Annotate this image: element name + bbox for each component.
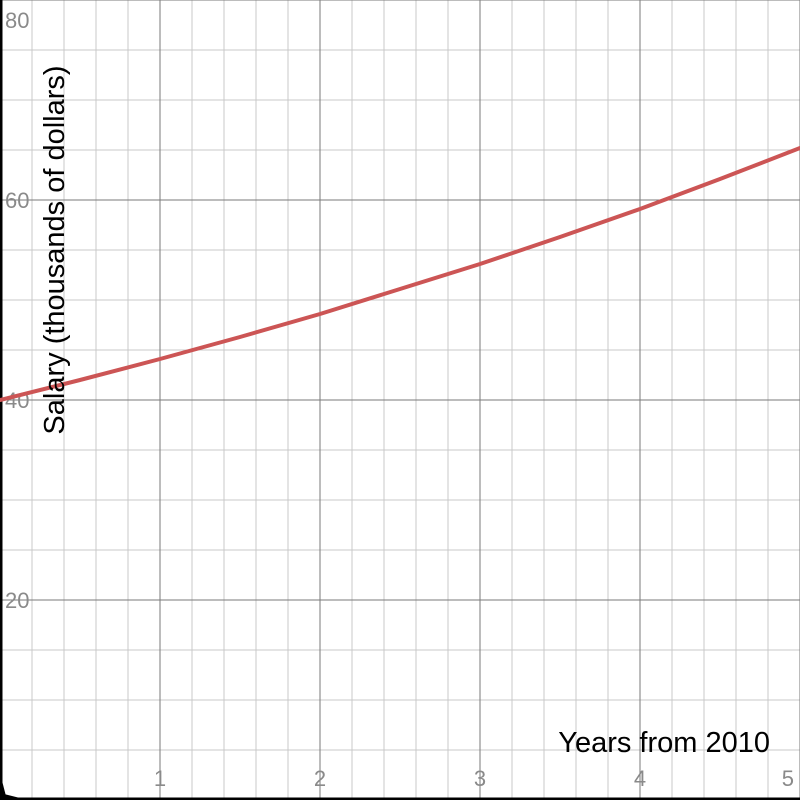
y-tick-label: 80: [5, 8, 29, 33]
x-tick-label: 3: [474, 766, 486, 791]
y-tick-label: 60: [5, 188, 29, 213]
data-series: [0, 146, 800, 402]
y-axis-arrow-icon: [0, 773, 7, 800]
x-tick-label: 1: [154, 766, 166, 791]
x-tick-label: 2: [314, 766, 326, 791]
series-line: [0, 146, 800, 402]
x-axis-label: Years from 2010: [558, 727, 770, 759]
x-tick-label: 4: [634, 766, 646, 791]
y-axis-label: Salary (thousands of dollars): [39, 65, 71, 434]
x-tick-label: 5: [782, 766, 794, 791]
y-tick-label: 20: [5, 588, 29, 613]
x-axis-arrow-icon: [0, 793, 28, 800]
